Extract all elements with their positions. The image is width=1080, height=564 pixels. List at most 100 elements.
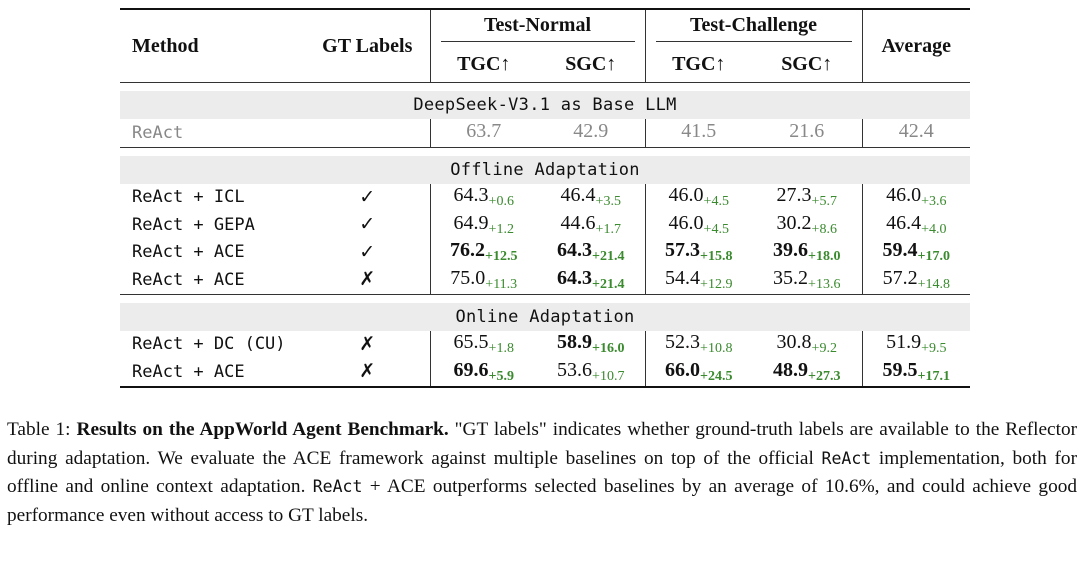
score-cell: 69.6+5.9 [429, 358, 537, 387]
score-delta: +14.8 [917, 276, 950, 292]
section-header: Offline Adaptation [120, 155, 971, 184]
method-name: ReAct + ACE [132, 361, 245, 382]
score-cell: 54.4+12.9 [644, 266, 752, 294]
score-delta: +10.7 [592, 368, 625, 384]
score-value: 59.5 [882, 358, 918, 381]
gt-label-mark: ✓ [359, 186, 376, 208]
score-delta: +5.7 [811, 194, 837, 210]
score-value: 64.3 [557, 239, 592, 262]
caption-text: implementation, both for offline and onl… [7, 447, 1077, 498]
table-row: ReAct + ACE ✓ 76.2+12.5 64.3+21.4 57.3+15.8 3… [120, 238, 971, 267]
score-cell: 46.0+4.5 [644, 211, 752, 239]
score-value: 46.4 [886, 211, 922, 234]
table-body: DeepSeek-V3.1 as Base LLM ReAct 63.7 42.9 41… [120, 82, 971, 388]
score-value: 53.6 [557, 358, 593, 381]
caption-code: ReAct [312, 477, 363, 497]
score-value: 30.2 [776, 211, 812, 234]
score-cell: 48.9+27.3 [752, 358, 862, 387]
score-delta: +4.5 [703, 221, 729, 237]
score-cell: 21.6 [752, 119, 862, 147]
gt-label-mark: ✗ [359, 269, 376, 291]
gt-label-mark: ✗ [359, 333, 376, 355]
score-value: 54.4 [665, 266, 701, 289]
section-header: DeepSeek-V3.1 as Base LLM [120, 91, 971, 119]
score-delta: +11.3 [485, 276, 518, 292]
score-delta: +5.9 [488, 368, 514, 384]
table-caption: Table 1: Results on the AppWorld Agent B… [7, 416, 1077, 530]
score-value: 39.6 [773, 239, 809, 262]
caption-label: Table 1: [7, 419, 71, 440]
table-row: ReAct 63.7 42.9 41.5 21.6 42.4 [120, 119, 971, 147]
score-delta: +3.5 [595, 194, 621, 210]
caption-title: Results on the AppWorld Agent Benchmark. [76, 419, 449, 440]
score-delta: +12.5 [485, 249, 518, 265]
score-cell: 39.6+18.0 [752, 239, 862, 267]
score-value: 42.9 [573, 119, 609, 142]
score-delta: +1.8 [488, 341, 514, 357]
gt-label-mark: ✗ [359, 361, 376, 383]
score-value: 46.0 [886, 184, 922, 207]
score-cell: 64.3+21.4 [537, 266, 645, 294]
score-cell: 76.2+12.5 [429, 238, 537, 266]
table-row: ReAct + ACE ✗ 75.0+11.3 64.3+21.4 54.4+12.9 3… [120, 266, 971, 294]
score-cell: 65.5+1.8 [429, 330, 537, 358]
score-value: 46.0 [668, 211, 704, 234]
score-cell: 59.5+17.1 [861, 358, 971, 387]
score-cell: 64.3+21.4 [537, 239, 645, 267]
gt-label-mark [305, 119, 430, 147]
score-cell: 58.9+16.0 [537, 331, 645, 359]
score-cell: 64.9+1.2 [429, 211, 537, 239]
score-delta: +4.0 [921, 221, 947, 237]
header-test-normal: Test-Normal [429, 9, 645, 46]
score-cell: 63.7 [429, 119, 537, 147]
score-value: 21.6 [789, 119, 825, 142]
table-row: ReAct + ACE ✗ 69.6+5.9 53.6+10.7 66.0+24.5 48… [120, 358, 971, 387]
score-cell: 30.2+8.6 [752, 211, 862, 239]
score-cell: 27.3+5.7 [752, 184, 862, 212]
score-value: 41.5 [681, 119, 717, 142]
score-value: 48.9 [773, 358, 809, 381]
score-delta: +0.6 [488, 194, 514, 210]
score-delta: +1.7 [595, 221, 621, 237]
score-value: 59.4 [882, 239, 918, 262]
score-value: 35.2 [773, 266, 809, 289]
section-header: Online Adaptation [120, 302, 971, 331]
score-cell: 64.3+0.6 [429, 183, 537, 211]
score-delta: +13.6 [808, 276, 841, 292]
score-cell: 42.9 [537, 119, 645, 147]
score-value: 65.5 [453, 331, 489, 354]
header-sgc: SGC↑ [565, 52, 617, 75]
score-value: 63.7 [466, 119, 502, 142]
header-test-challenge: Test-Challenge [644, 9, 863, 46]
header-tgc: TGC↑ [644, 46, 752, 83]
score-value: 46.0 [668, 184, 704, 207]
score-cell: 41.5 [644, 119, 752, 147]
header-gt-labels: GT Labels [322, 34, 413, 57]
score-cell: 75.0+11.3 [429, 266, 537, 294]
results-table: Method GT Labels Test-Normal Test-Challe… [120, 8, 971, 388]
score-value: 30.8 [776, 331, 812, 354]
caption-text: + ACE outperforms selected baselines by … [7, 476, 1077, 526]
table-row: ReAct + DC (CU) ✗ 65.5+1.8 58.9+16.0 52.3+10… [120, 330, 971, 359]
method-name: ReAct + DC (CU) [132, 334, 286, 355]
score-value: 64.3 [557, 266, 592, 289]
score-cell: 42.4 [861, 119, 971, 147]
score-value: 76.2 [450, 239, 485, 262]
score-delta: +21.4 [592, 249, 625, 265]
score-delta: +17.0 [917, 249, 950, 265]
method-name: ReAct + ICL [132, 187, 245, 208]
score-cell: 46.4+3.5 [537, 184, 645, 212]
score-delta: +24.5 [700, 368, 733, 384]
score-delta: +15.8 [700, 249, 733, 265]
score-value: 44.6 [560, 211, 596, 234]
score-cell: 59.4+17.0 [861, 238, 971, 266]
header-average: Average [861, 9, 971, 83]
header-method: Method [132, 34, 199, 57]
method-name: ReAct + ACE [132, 269, 245, 290]
score-cell: 51.9+9.5 [861, 330, 971, 358]
score-value: 69.6 [453, 358, 489, 381]
score-cell: 46.4+4.0 [861, 211, 971, 239]
score-delta: +1.2 [488, 221, 514, 237]
score-value: 46.4 [560, 184, 596, 207]
score-delta: +9.5 [921, 341, 947, 357]
